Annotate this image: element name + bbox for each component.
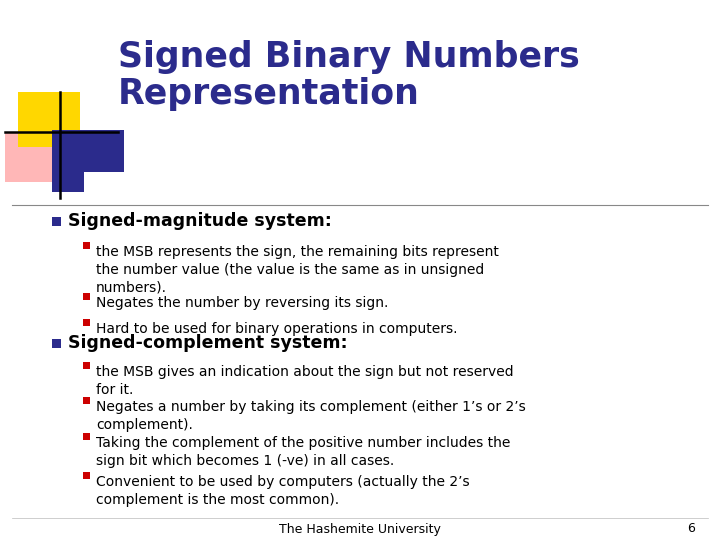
Bar xyxy=(83,242,90,249)
Text: Signed-magnitude system:: Signed-magnitude system: xyxy=(68,212,332,230)
Text: Signed Binary Numbers: Signed Binary Numbers xyxy=(118,40,580,74)
Bar xyxy=(83,397,90,404)
Text: Negates a number by taking its complement (either 1’s or 2’s
complement).: Negates a number by taking its complemen… xyxy=(96,400,526,432)
Bar xyxy=(83,433,90,440)
Text: Hard to be used for binary operations in computers.: Hard to be used for binary operations in… xyxy=(96,322,457,336)
Text: Negates the number by reversing its sign.: Negates the number by reversing its sign… xyxy=(96,296,388,310)
Bar xyxy=(52,217,61,226)
Bar xyxy=(5,132,63,182)
Text: Convenient to be used by computers (actually the 2’s
complement is the most comm: Convenient to be used by computers (actu… xyxy=(96,475,469,507)
Bar xyxy=(52,170,84,192)
Bar xyxy=(83,472,90,479)
Text: the MSB gives an indication about the sign but not reserved
for it.: the MSB gives an indication about the si… xyxy=(96,365,513,397)
Bar xyxy=(83,319,90,326)
Text: Taking the complement of the positive number includes the
sign bit which becomes: Taking the complement of the positive nu… xyxy=(96,436,510,468)
Bar xyxy=(83,362,90,369)
Text: 6: 6 xyxy=(687,523,695,536)
Text: Representation: Representation xyxy=(118,77,420,111)
Bar xyxy=(52,130,124,172)
Text: the MSB represents the sign, the remaining bits represent
the number value (the : the MSB represents the sign, the remaini… xyxy=(96,245,499,295)
Bar xyxy=(18,92,80,147)
Bar xyxy=(52,339,61,348)
Text: The Hashemite University: The Hashemite University xyxy=(279,523,441,536)
Text: Signed-complement system:: Signed-complement system: xyxy=(68,334,348,352)
Bar xyxy=(83,293,90,300)
